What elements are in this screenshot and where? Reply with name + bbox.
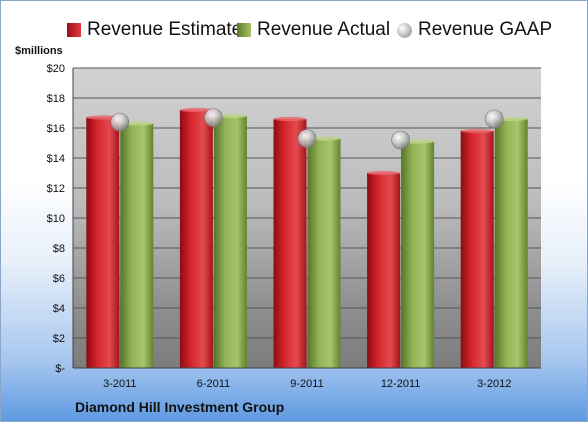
legend-item-gaap: Revenue GAAP — [397, 15, 552, 45]
bar-revenue-estimate — [179, 110, 213, 368]
bar-revenue-estimate-cap — [367, 170, 401, 176]
bar-revenue-estimate-cap — [86, 115, 120, 120]
bar-revenue-actual — [494, 119, 528, 368]
marker-revenue-gaap — [204, 108, 223, 127]
marker-revenue-gaap — [297, 129, 317, 148]
bar-revenue-estimate-cap — [273, 116, 307, 122]
marker-revenue-gaap — [391, 130, 410, 150]
x-tick-label: 9-2011 — [290, 378, 323, 390]
legend-label-estimate: Revenue Estimate — [87, 19, 243, 40]
legend-swatch-gaap — [397, 22, 412, 38]
bar-revenue-estimate — [273, 119, 307, 368]
marker-revenue-gaap — [484, 109, 504, 129]
bar-revenue-estimate-cap — [460, 128, 494, 134]
y-tick-label: $12 — [47, 183, 65, 195]
y-axis-unit-label: $millions — [15, 45, 63, 57]
legend: Revenue Estimate Revenue Actual Revenue … — [1, 15, 587, 45]
y-tick-label: $10 — [47, 213, 65, 225]
marker-revenue-gaap — [110, 112, 130, 132]
x-tick-label: 3-2011 — [103, 378, 136, 390]
y-tick-label: $2 — [53, 333, 65, 345]
bar-revenue-estimate — [367, 173, 401, 368]
legend-label-actual: Revenue Actual — [257, 19, 391, 40]
legend-swatch-actual — [237, 23, 251, 37]
x-tick-label: 6-2011 — [197, 378, 230, 390]
bar-revenue-actual — [307, 138, 341, 368]
legend-label-gaap: Revenue GAAP — [418, 19, 553, 40]
x-tick-label: 3-2012 — [477, 378, 511, 390]
x-tick-label: 12-2011 — [381, 378, 421, 390]
bar-revenue-estimate — [460, 131, 494, 368]
y-tick-label: $6 — [53, 273, 65, 285]
y-tick-label: $8 — [53, 243, 65, 255]
legend-item-actual: Revenue Actual — [237, 15, 390, 45]
legend-swatch-estimate — [67, 23, 81, 37]
legend-item-estimate: Revenue Estimate — [67, 15, 242, 45]
bar-revenue-estimate-cap — [179, 107, 213, 113]
y-tick-label: $14 — [47, 153, 65, 165]
bar-revenue-actual — [213, 116, 247, 368]
y-tick-label: $20 — [47, 63, 65, 75]
company-name: Diamond Hill Investment Group — [75, 399, 285, 415]
y-tick-label: $4 — [53, 303, 65, 315]
y-tick-label: $18 — [47, 93, 65, 105]
bar-revenue-estimate — [86, 117, 120, 368]
y-tick-label: $- — [55, 363, 65, 375]
bar-revenue-actual — [120, 123, 154, 368]
y-tick-label: $16 — [47, 123, 65, 135]
bar-revenue-actual — [401, 141, 435, 368]
